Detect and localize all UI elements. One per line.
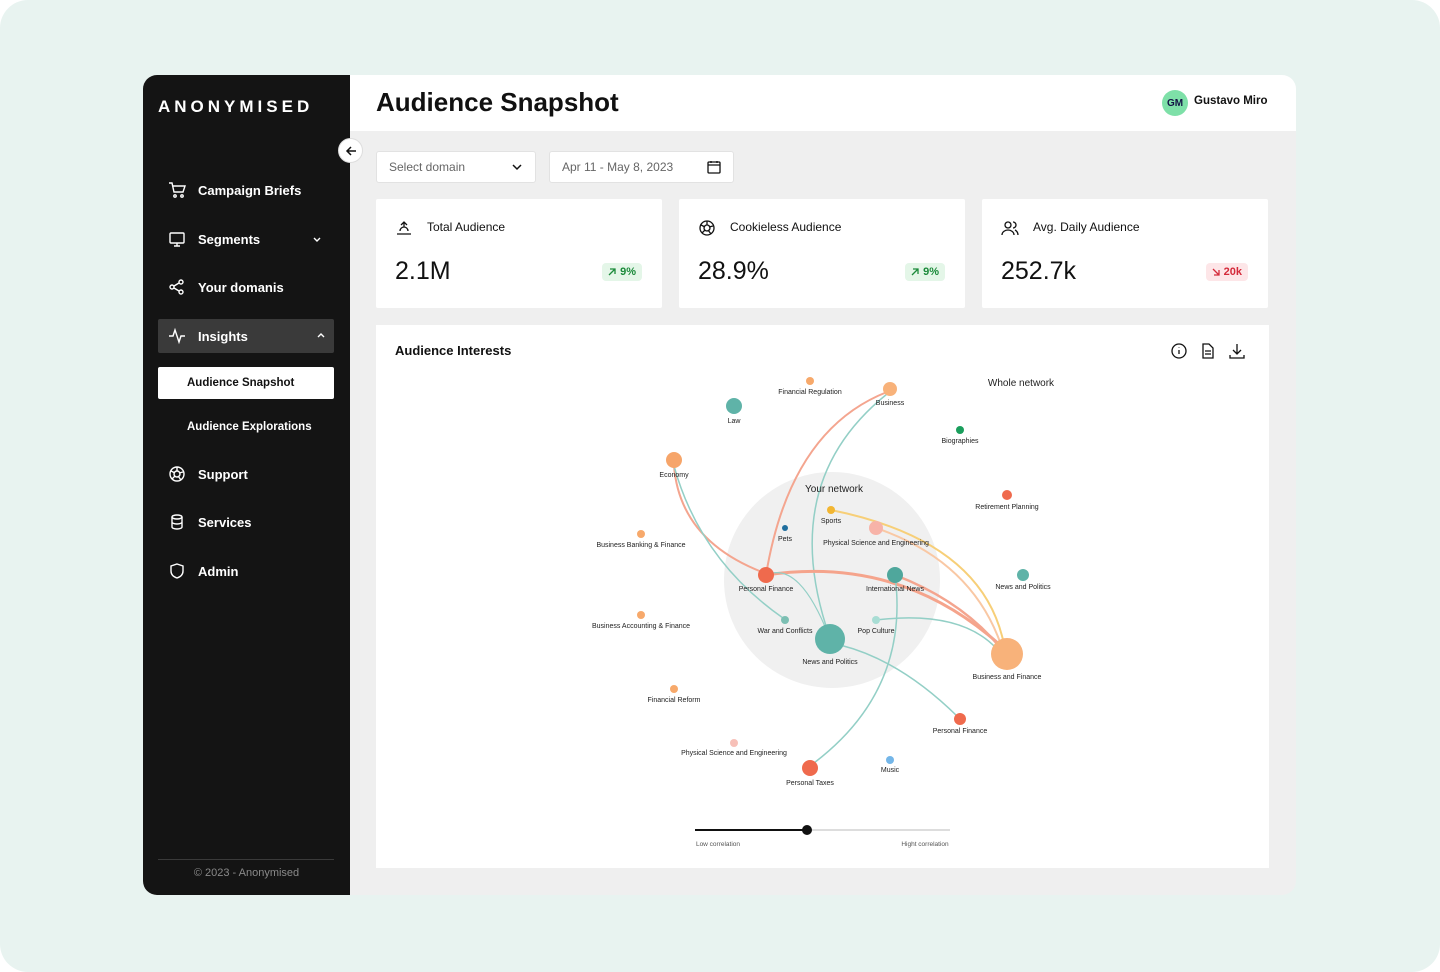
header: Audience Snapshot GM Gustavo Miro: [350, 75, 1296, 131]
domain-select[interactable]: Select domain: [376, 151, 536, 183]
kpi-value: 252.7k: [1001, 257, 1077, 285]
kpi-card: Cookieless Audience 28.9% 9%: [679, 199, 965, 308]
avatar[interactable]: GM: [1162, 90, 1188, 116]
page-title: Audience Snapshot: [376, 87, 619, 117]
nav-label: Your domanis: [198, 279, 284, 295]
select-text: Select domain: [389, 160, 466, 174]
kpi-card: Avg. Daily Audience 252.7k 20k: [982, 199, 1268, 308]
kpi-icon: [1001, 221, 1019, 236]
nav-label: Campaign Briefs: [198, 182, 302, 198]
subnav-item[interactable]: Audience Explorations: [187, 421, 312, 433]
kpi-label: Avg. Daily Audience: [1033, 220, 1140, 234]
nav-label: Support: [198, 466, 248, 482]
sidebar: ANONYMISED Campaign Briefs Segments Your…: [143, 75, 350, 895]
card-actions[interactable]: [1171, 342, 1251, 360]
interests-card: Audience Interests: [376, 325, 1269, 868]
kpi-change-value: 9%: [923, 266, 939, 278]
date-picker[interactable]: Apr 11 - May 8, 2023: [549, 151, 734, 183]
card-title: Audience Interests: [395, 343, 512, 358]
collapse-button[interactable]: [338, 138, 363, 163]
kpi-change-value: 20k: [1223, 266, 1242, 278]
nav-item[interactable]: Admin: [158, 554, 334, 588]
kpi-change-value: 9%: [620, 266, 636, 278]
kpi-card: Total Audience 2.1M 9%: [376, 199, 662, 308]
kpi-label: Total Audience: [427, 220, 506, 234]
kpi-change: 9%: [602, 263, 642, 281]
kpi-change: 20k: [1205, 263, 1248, 281]
kpi-icon: [397, 221, 411, 235]
nav-label: Services: [198, 514, 252, 530]
date-text: Apr 11 - May 8, 2023: [562, 160, 674, 174]
divider: [158, 859, 334, 860]
nav-item[interactable]: Segments: [158, 222, 334, 256]
nav-label: Segments: [198, 231, 261, 247]
nav-item-active[interactable]: Insights: [158, 319, 334, 353]
footer: © 2023 - Anonymised: [193, 867, 300, 879]
brand: ANONYMISED: [158, 97, 314, 116]
kpi-change: 9%: [905, 263, 945, 281]
nav-item[interactable]: Your domanis: [158, 270, 334, 304]
kpi-icon: [699, 220, 715, 236]
user-name[interactable]: Gustavo Miro: [1194, 95, 1268, 107]
nav-label: Insights: [198, 328, 248, 344]
nav-item[interactable]: Services: [158, 505, 334, 539]
kpi-value: 28.9%: [698, 257, 769, 285]
subnav-item-active[interactable]: Audience Snapshot: [158, 367, 334, 399]
app-frame: ANONYMISED Campaign Briefs Segments Your…: [143, 75, 1296, 895]
nav-label: Admin: [198, 563, 239, 579]
kpi-label: Cookieless Audience: [730, 220, 842, 234]
nav-item[interactable]: Campaign Briefs: [158, 173, 334, 207]
kpi-value: 2.1M: [395, 257, 451, 285]
nav-item[interactable]: Support: [158, 457, 334, 491]
